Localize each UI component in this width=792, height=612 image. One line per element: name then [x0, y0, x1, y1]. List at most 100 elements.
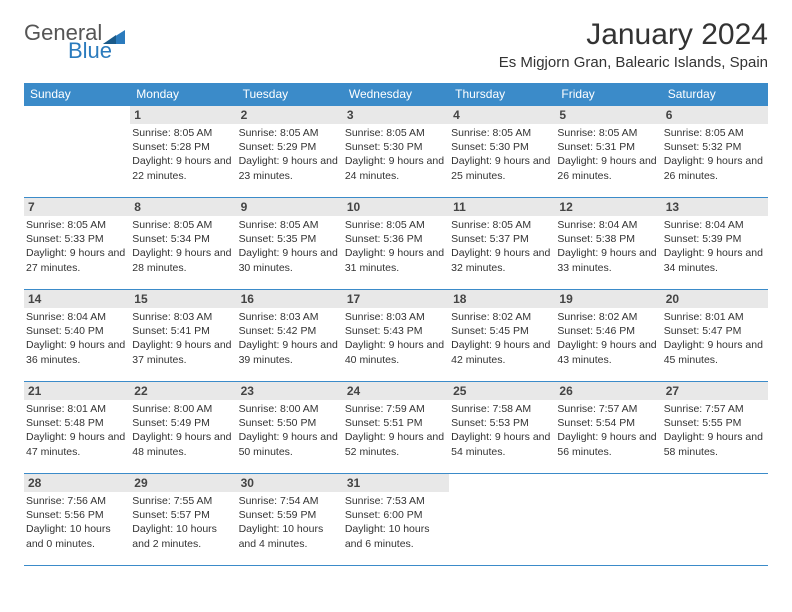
day-details: Sunrise: 8:03 AMSunset: 5:41 PMDaylight:…	[130, 310, 236, 367]
day-number: 2	[237, 106, 343, 124]
calendar-cell: 18Sunrise: 8:02 AMSunset: 5:45 PMDayligh…	[449, 290, 555, 382]
calendar-cell: 29Sunrise: 7:55 AMSunset: 5:57 PMDayligh…	[130, 474, 236, 566]
day-number: 9	[237, 198, 343, 216]
weekday-header: Wednesday	[343, 83, 449, 106]
calendar-cell: 1 Sunrise: 8:05 AMSunset: 5:28 PMDaylight…	[130, 106, 236, 198]
calendar-table: SundayMondayTuesdayWednesdayThursdayFrid…	[24, 83, 768, 566]
calendar-week-row: 7 Sunrise: 8:05 AMSunset: 5:33 PMDaylight…	[24, 198, 768, 290]
weekday-header-row: SundayMondayTuesdayWednesdayThursdayFrid…	[24, 83, 768, 106]
day-details: Sunrise: 7:56 AMSunset: 5:56 PMDaylight:…	[24, 494, 130, 551]
day-details: Sunrise: 8:05 AMSunset: 5:32 PMDaylight:…	[662, 126, 768, 183]
day-number: 7	[24, 198, 130, 216]
day-number: 25	[449, 382, 555, 400]
calendar-week-row: 28 Sunrise: 7:56 AMSunset: 5:56 PMDayligh…	[24, 474, 768, 566]
day-details: Sunrise: 8:04 AMSunset: 5:39 PMDaylight:…	[662, 218, 768, 275]
day-details: Sunrise: 8:05 AMSunset: 5:31 PMDaylight:…	[555, 126, 661, 183]
weekday-header: Friday	[555, 83, 661, 106]
calendar-cell: 15 Sunrise: 8:03 AMSunset: 5:41 PMDayligh…	[130, 290, 236, 382]
day-details: Sunrise: 7:55 AMSunset: 5:57 PMDaylight:…	[130, 494, 236, 551]
day-number: 26	[555, 382, 661, 400]
calendar-cell: 26 Sunrise: 7:57 AMSunset: 5:54 PMDayligh…	[555, 382, 661, 474]
weekday-header: Monday	[130, 83, 236, 106]
calendar-body: 1 Sunrise: 8:05 AMSunset: 5:28 PMDaylight…	[24, 106, 768, 566]
day-details: Sunrise: 7:58 AMSunset: 5:53 PMDaylight:…	[449, 402, 555, 459]
calendar-cell: 28 Sunrise: 7:56 AMSunset: 5:56 PMDayligh…	[24, 474, 130, 566]
calendar-week-row: 21Sunrise: 8:01 AMSunset: 5:48 PMDayligh…	[24, 382, 768, 474]
calendar-cell: 3 Sunrise: 8:05 AMSunset: 5:30 PMDaylight…	[343, 106, 449, 198]
calendar-cell: 5 Sunrise: 8:05 AMSunset: 5:31 PMDaylight…	[555, 106, 661, 198]
calendar-cell-empty	[555, 474, 661, 566]
calendar-cell: 4Sunrise: 8:05 AMSunset: 5:30 PMDaylight…	[449, 106, 555, 198]
day-number: 15	[130, 290, 236, 308]
day-details: Sunrise: 7:59 AMSunset: 5:51 PMDaylight:…	[343, 402, 449, 459]
day-number: 21	[24, 382, 130, 400]
day-number: 8	[130, 198, 236, 216]
day-number: 16	[237, 290, 343, 308]
day-number: 3	[343, 106, 449, 124]
day-number: 22	[130, 382, 236, 400]
day-details: Sunrise: 7:57 AMSunset: 5:54 PMDaylight:…	[555, 402, 661, 459]
calendar-cell: 10Sunrise: 8:05 AMSunset: 5:36 PMDayligh…	[343, 198, 449, 290]
calendar-cell: 16Sunrise: 8:03 AMSunset: 5:42 PMDayligh…	[237, 290, 343, 382]
day-number: 19	[555, 290, 661, 308]
day-number: 6	[662, 106, 768, 124]
day-number: 11	[449, 198, 555, 216]
day-details: Sunrise: 8:05 AMSunset: 5:37 PMDaylight:…	[449, 218, 555, 275]
calendar-cell: 19Sunrise: 8:02 AMSunset: 5:46 PMDayligh…	[555, 290, 661, 382]
day-details: Sunrise: 7:54 AMSunset: 5:59 PMDaylight:…	[237, 494, 343, 551]
calendar-cell: 23 Sunrise: 8:00 AMSunset: 5:50 PMDayligh…	[237, 382, 343, 474]
calendar-cell: 7 Sunrise: 8:05 AMSunset: 5:33 PMDaylight…	[24, 198, 130, 290]
day-details: Sunrise: 8:03 AMSunset: 5:43 PMDaylight:…	[343, 310, 449, 367]
day-details: Sunrise: 8:05 AMSunset: 5:36 PMDaylight:…	[343, 218, 449, 275]
calendar-cell: 14 Sunrise: 8:04 AMSunset: 5:40 PMDayligh…	[24, 290, 130, 382]
calendar-cell: 22 Sunrise: 8:00 AMSunset: 5:49 PMDayligh…	[130, 382, 236, 474]
weekday-header: Saturday	[662, 83, 768, 106]
calendar-cell: 9 Sunrise: 8:05 AMSunset: 5:35 PMDaylight…	[237, 198, 343, 290]
calendar-page: GeneralBlue January 2024 Es Migjorn Gran…	[0, 0, 792, 584]
calendar-cell: 25 Sunrise: 7:58 AMSunset: 5:53 PMDayligh…	[449, 382, 555, 474]
day-details: Sunrise: 8:01 AMSunset: 5:47 PMDaylight:…	[662, 310, 768, 367]
day-details: Sunrise: 8:05 AMSunset: 5:33 PMDaylight:…	[24, 218, 130, 275]
brand-logo: GeneralBlue	[24, 22, 125, 62]
calendar-cell: 12 Sunrise: 8:04 AMSunset: 5:38 PMDayligh…	[555, 198, 661, 290]
day-number: 13	[662, 198, 768, 216]
day-number: 14	[24, 290, 130, 308]
calendar-cell: 30 Sunrise: 7:54 AMSunset: 5:59 PMDayligh…	[237, 474, 343, 566]
calendar-cell: 21Sunrise: 8:01 AMSunset: 5:48 PMDayligh…	[24, 382, 130, 474]
title-block: January 2024 Es Migjorn Gran, Balearic I…	[499, 18, 768, 71]
day-number: 17	[343, 290, 449, 308]
day-details: Sunrise: 8:05 AMSunset: 5:28 PMDaylight:…	[130, 126, 236, 183]
day-number: 12	[555, 198, 661, 216]
weekday-header: Sunday	[24, 83, 130, 106]
calendar-cell: 27Sunrise: 7:57 AMSunset: 5:55 PMDayligh…	[662, 382, 768, 474]
calendar-cell: 31Sunrise: 7:53 AMSunset: 6:00 PMDayligh…	[343, 474, 449, 566]
day-details: Sunrise: 8:05 AMSunset: 5:30 PMDaylight:…	[343, 126, 449, 183]
calendar-cell-empty	[662, 474, 768, 566]
weekday-header: Thursday	[449, 83, 555, 106]
day-number: 18	[449, 290, 555, 308]
calendar-cell: 20Sunrise: 8:01 AMSunset: 5:47 PMDayligh…	[662, 290, 768, 382]
day-details: Sunrise: 7:57 AMSunset: 5:55 PMDaylight:…	[662, 402, 768, 459]
day-details: Sunrise: 8:05 AMSunset: 5:34 PMDaylight:…	[130, 218, 236, 275]
calendar-week-row: 14 Sunrise: 8:04 AMSunset: 5:40 PMDayligh…	[24, 290, 768, 382]
day-details: Sunrise: 8:05 AMSunset: 5:30 PMDaylight:…	[449, 126, 555, 183]
day-details: Sunrise: 8:00 AMSunset: 5:50 PMDaylight:…	[237, 402, 343, 459]
day-details: Sunrise: 8:05 AMSunset: 5:35 PMDaylight:…	[237, 218, 343, 275]
calendar-cell: 24 Sunrise: 7:59 AMSunset: 5:51 PMDayligh…	[343, 382, 449, 474]
day-number: 30	[237, 474, 343, 492]
calendar-cell: 17 Sunrise: 8:03 AMSunset: 5:43 PMDayligh…	[343, 290, 449, 382]
day-number: 23	[237, 382, 343, 400]
day-number: 28	[24, 474, 130, 492]
day-number: 1	[130, 106, 236, 124]
calendar-week-row: 1 Sunrise: 8:05 AMSunset: 5:28 PMDaylight…	[24, 106, 768, 198]
day-details: Sunrise: 8:04 AMSunset: 5:38 PMDaylight:…	[555, 218, 661, 275]
day-details: Sunrise: 8:00 AMSunset: 5:49 PMDaylight:…	[130, 402, 236, 459]
page-header: GeneralBlue January 2024 Es Migjorn Gran…	[24, 18, 768, 71]
calendar-cell: 13 Sunrise: 8:04 AMSunset: 5:39 PMDayligh…	[662, 198, 768, 290]
day-number: 24	[343, 382, 449, 400]
day-number: 5	[555, 106, 661, 124]
calendar-cell: 11 Sunrise: 8:05 AMSunset: 5:37 PMDayligh…	[449, 198, 555, 290]
day-details: Sunrise: 8:04 AMSunset: 5:40 PMDaylight:…	[24, 310, 130, 367]
location-subtitle: Es Migjorn Gran, Balearic Islands, Spain	[499, 54, 768, 71]
calendar-cell: 2Sunrise: 8:05 AMSunset: 5:29 PMDaylight…	[237, 106, 343, 198]
